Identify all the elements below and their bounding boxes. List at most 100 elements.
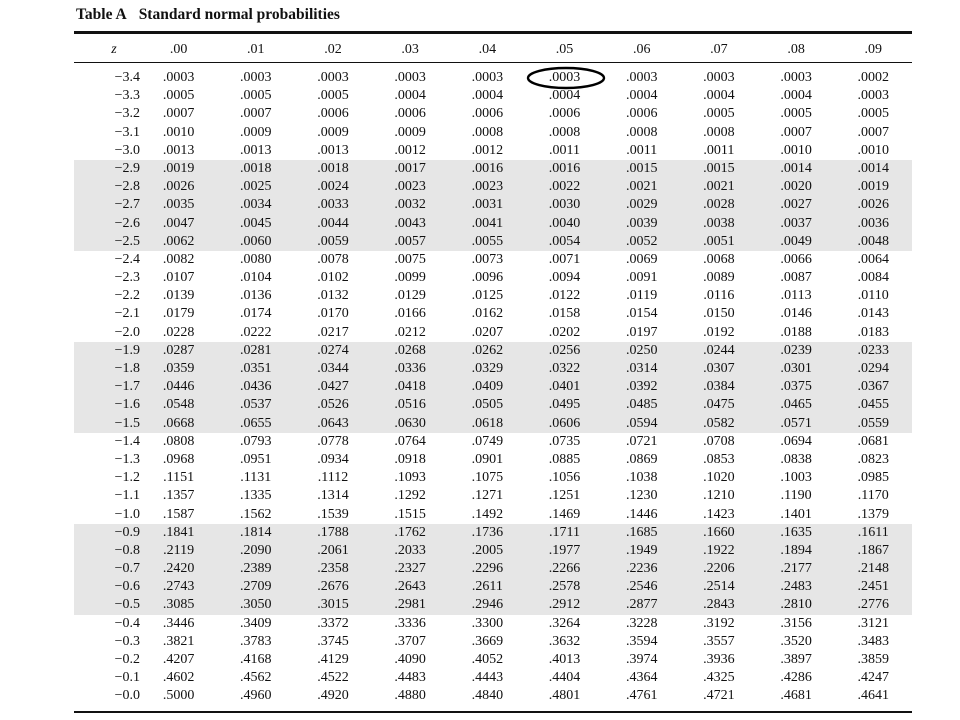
probability-cell: .0047 (162, 215, 195, 231)
probability-cell: .1841 (162, 524, 195, 540)
probability-cell: .2177 (780, 561, 812, 577)
probability-cell: .2946 (471, 597, 504, 613)
probability-cell: .0110 (857, 288, 889, 304)
probability-cell: .4880 (394, 688, 426, 704)
table-row: −2.2 .0139 .0136 .0132 .0129 .0125 .0122 .0119.… (74, 287, 912, 305)
column-header: .02 (324, 42, 342, 57)
z-value: −2.7 (114, 197, 140, 213)
probability-cell: .1093 (394, 470, 426, 486)
probability-cell: .0233 (857, 342, 890, 358)
probability-cell: .0162 (471, 306, 504, 322)
probability-cell: .1635 (780, 524, 812, 540)
probability-cell: .0150 (703, 306, 735, 322)
probability-cell: .4129 (317, 652, 349, 667)
probability-cell: .0005 (857, 106, 890, 122)
probability-cell: .0045 (240, 215, 272, 231)
z-value: −1.2 (114, 470, 140, 486)
probability-cell: .1492 (471, 506, 504, 522)
z-value: −0.9 (114, 524, 140, 540)
probability-cell: .1292 (394, 488, 426, 504)
probability-cell: .0582 (703, 415, 735, 431)
probability-cell: .0010 (857, 142, 890, 158)
probability-cell: .0028 (703, 197, 735, 213)
table-row: −1.1 .1357 .1335 .1314 .1292 .1271 .1251 .1230.… (74, 487, 912, 505)
z-value: −2.5 (114, 233, 140, 249)
probability-cell: .0749 (471, 433, 504, 449)
probability-cell: .1151 (163, 470, 195, 486)
probability-cell: .0301 (780, 361, 812, 376)
probability-cell: .4052 (471, 652, 504, 667)
column-header: .00 (169, 42, 188, 57)
table-title: Table A Standard normal probabilities (76, 6, 340, 24)
z-value: −2.6 (114, 215, 140, 231)
probability-cell: .0062 (162, 233, 195, 249)
probability-cell: .0985 (857, 470, 890, 486)
probability-cell: .0409 (471, 379, 504, 395)
probability-cell: .1736 (471, 524, 504, 540)
probability-cell: .0537 (240, 397, 272, 413)
probability-cell: .0918 (394, 451, 426, 467)
z-value: −0.2 (114, 652, 140, 667)
column-header: .05 (555, 42, 574, 57)
probability-cell: .0174 (240, 306, 272, 322)
probability-cell: .1112 (317, 470, 349, 486)
probability-cell: .0035 (162, 197, 195, 213)
top-rule (74, 31, 912, 34)
probability-cell: .1038 (625, 470, 658, 486)
probability-cell: .1314 (317, 488, 349, 504)
probability-cell: .0446 (162, 379, 195, 395)
probability-cell: .0007 (240, 106, 272, 122)
z-value: −3.0 (114, 142, 140, 158)
table-row: −0.9 .1841 .1814 .1788 .1762 .1736 .1711 .1685.… (74, 523, 912, 542)
probability-cell: .0052 (625, 233, 658, 249)
probability-cell: .0192 (703, 324, 735, 340)
probability-cell: .2810 (780, 597, 812, 613)
table-row: −2.8 .0026 .0025 .0024 .0023 .0023 .0022 .0021.… (74, 178, 912, 197)
probability-cell: .0054 (548, 233, 581, 249)
table-row: −1.9 .0287 .0281 .0274 .0268 .0262 .0256 .0250.… (74, 341, 912, 360)
probability-cell: .0122 (548, 288, 581, 304)
probability-cell: .0003 (317, 70, 349, 85)
probability-cell: .3121 (857, 615, 890, 631)
probability-cell: .2981 (394, 597, 426, 613)
z-value: −1.8 (114, 361, 140, 376)
probability-cell: .2061 (317, 542, 349, 558)
probability-cell: .0051 (703, 233, 735, 249)
table-row: −2.7 .0035 .0034 .0033 .0032 .0031 .0030 .0029.… (74, 196, 912, 215)
probability-cell: .0392 (625, 379, 658, 395)
probability-cell: .0630 (394, 415, 426, 431)
probability-cell: .4013 (548, 652, 581, 667)
probability-cell: .0287 (162, 342, 195, 358)
probability-cell: .0778 (317, 433, 349, 449)
probability-cell: .0594 (625, 415, 658, 431)
probability-cell: .1379 (857, 506, 890, 522)
probability-cell: .4247 (857, 670, 890, 686)
probability-cell: .3409 (240, 615, 272, 631)
probability-cell: .2236 (625, 561, 658, 577)
probability-cell: .0119 (626, 288, 658, 304)
table-row: −0.8 .2119 .2090 .2061 .2033 .2005 .1977 .1949.… (74, 541, 912, 561)
table-row: −0.0 .5000 .4960 .4920 .4880 .4840 .4801 .4761.… (74, 687, 912, 705)
probability-cell: .0367 (857, 379, 890, 395)
probability-cell: .2776 (857, 597, 890, 613)
probability-cell: .0808 (162, 433, 195, 449)
probability-cell: .0132 (317, 288, 349, 304)
probability-cell: .0116 (703, 288, 735, 304)
probability-cell: .0951 (240, 451, 272, 467)
z-value: −2.2 (114, 288, 140, 304)
probability-cell: .0016 (548, 160, 581, 176)
probability-cell: .0146 (780, 306, 812, 322)
z-value: −3.4 (114, 70, 140, 85)
probability-cell: .0885 (548, 451, 581, 467)
probability-cell: .0036 (857, 215, 890, 231)
probability-cell: .0006 (317, 106, 349, 122)
probability-cell: .0239 (780, 342, 812, 358)
probability-cell: .0008 (548, 124, 581, 140)
probability-cell: .4920 (317, 688, 349, 704)
probability-cell: .0344 (317, 361, 349, 376)
probability-cell: .2033 (394, 542, 426, 558)
probability-cell: .1446 (625, 506, 658, 522)
probability-cell: .0096 (471, 270, 504, 286)
probability-cell: .1894 (780, 542, 812, 558)
probability-cell: .0694 (780, 433, 812, 449)
